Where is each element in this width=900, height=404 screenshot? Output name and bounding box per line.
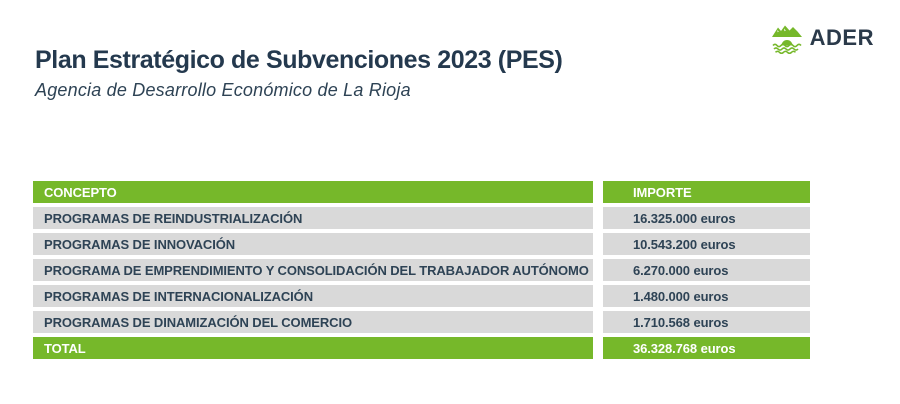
concepto-cell: PROGRAMA DE EMPRENDIMIENTO Y CONSOLIDACI… — [33, 259, 593, 281]
importe-cell: 16.325.000 euros — [603, 207, 810, 229]
header: Plan Estratégico de Subvenciones 2023 (P… — [35, 46, 563, 101]
page-title: Plan Estratégico de Subvenciones 2023 (P… — [35, 46, 563, 74]
importe-cell: 1.710.568 euros — [603, 311, 810, 333]
concepto-cell: PROGRAMAS DE INTERNACIONALIZACIÓN — [33, 285, 593, 307]
subsidies-table: CONCEPTO IMPORTE PROGRAMAS DE REINDUSTRI… — [33, 181, 810, 363]
ader-logo: ADER — [771, 22, 874, 54]
table-row: PROGRAMAS DE REINDUSTRIALIZACIÓN 16.325.… — [33, 207, 810, 229]
column-header-importe: IMPORTE — [603, 181, 810, 203]
importe-cell: 10.543.200 euros — [603, 233, 810, 255]
table-row: PROGRAMAS DE INTERNACIONALIZACIÓN 1.480.… — [33, 285, 810, 307]
importe-cell: 1.480.000 euros — [603, 285, 810, 307]
concepto-cell: PROGRAMAS DE DINAMIZACIÓN DEL COMERCIO — [33, 311, 593, 333]
concepto-cell: PROGRAMAS DE REINDUSTRIALIZACIÓN — [33, 207, 593, 229]
table-total-row: TOTAL 36.328.768 euros — [33, 337, 810, 359]
page-subtitle: Agencia de Desarrollo Económico de La Ri… — [35, 80, 411, 100]
importe-cell: 6.270.000 euros — [603, 259, 810, 281]
mountain-sun-waves-icon — [771, 22, 803, 54]
table-header-row: CONCEPTO IMPORTE — [33, 181, 810, 203]
table-row: PROGRAMAS DE DINAMIZACIÓN DEL COMERCIO 1… — [33, 311, 810, 333]
concepto-cell: PROGRAMAS DE INNOVACIÓN — [33, 233, 593, 255]
table-row: PROGRAMAS DE INNOVACIÓN 10.543.200 euros — [33, 233, 810, 255]
column-header-concepto: CONCEPTO — [33, 181, 593, 203]
total-importe: 36.328.768 euros — [603, 337, 810, 359]
total-label: TOTAL — [33, 337, 593, 359]
table-row: PROGRAMA DE EMPRENDIMIENTO Y CONSOLIDACI… — [33, 259, 810, 281]
logo-brand-text: ADER — [809, 25, 874, 50]
